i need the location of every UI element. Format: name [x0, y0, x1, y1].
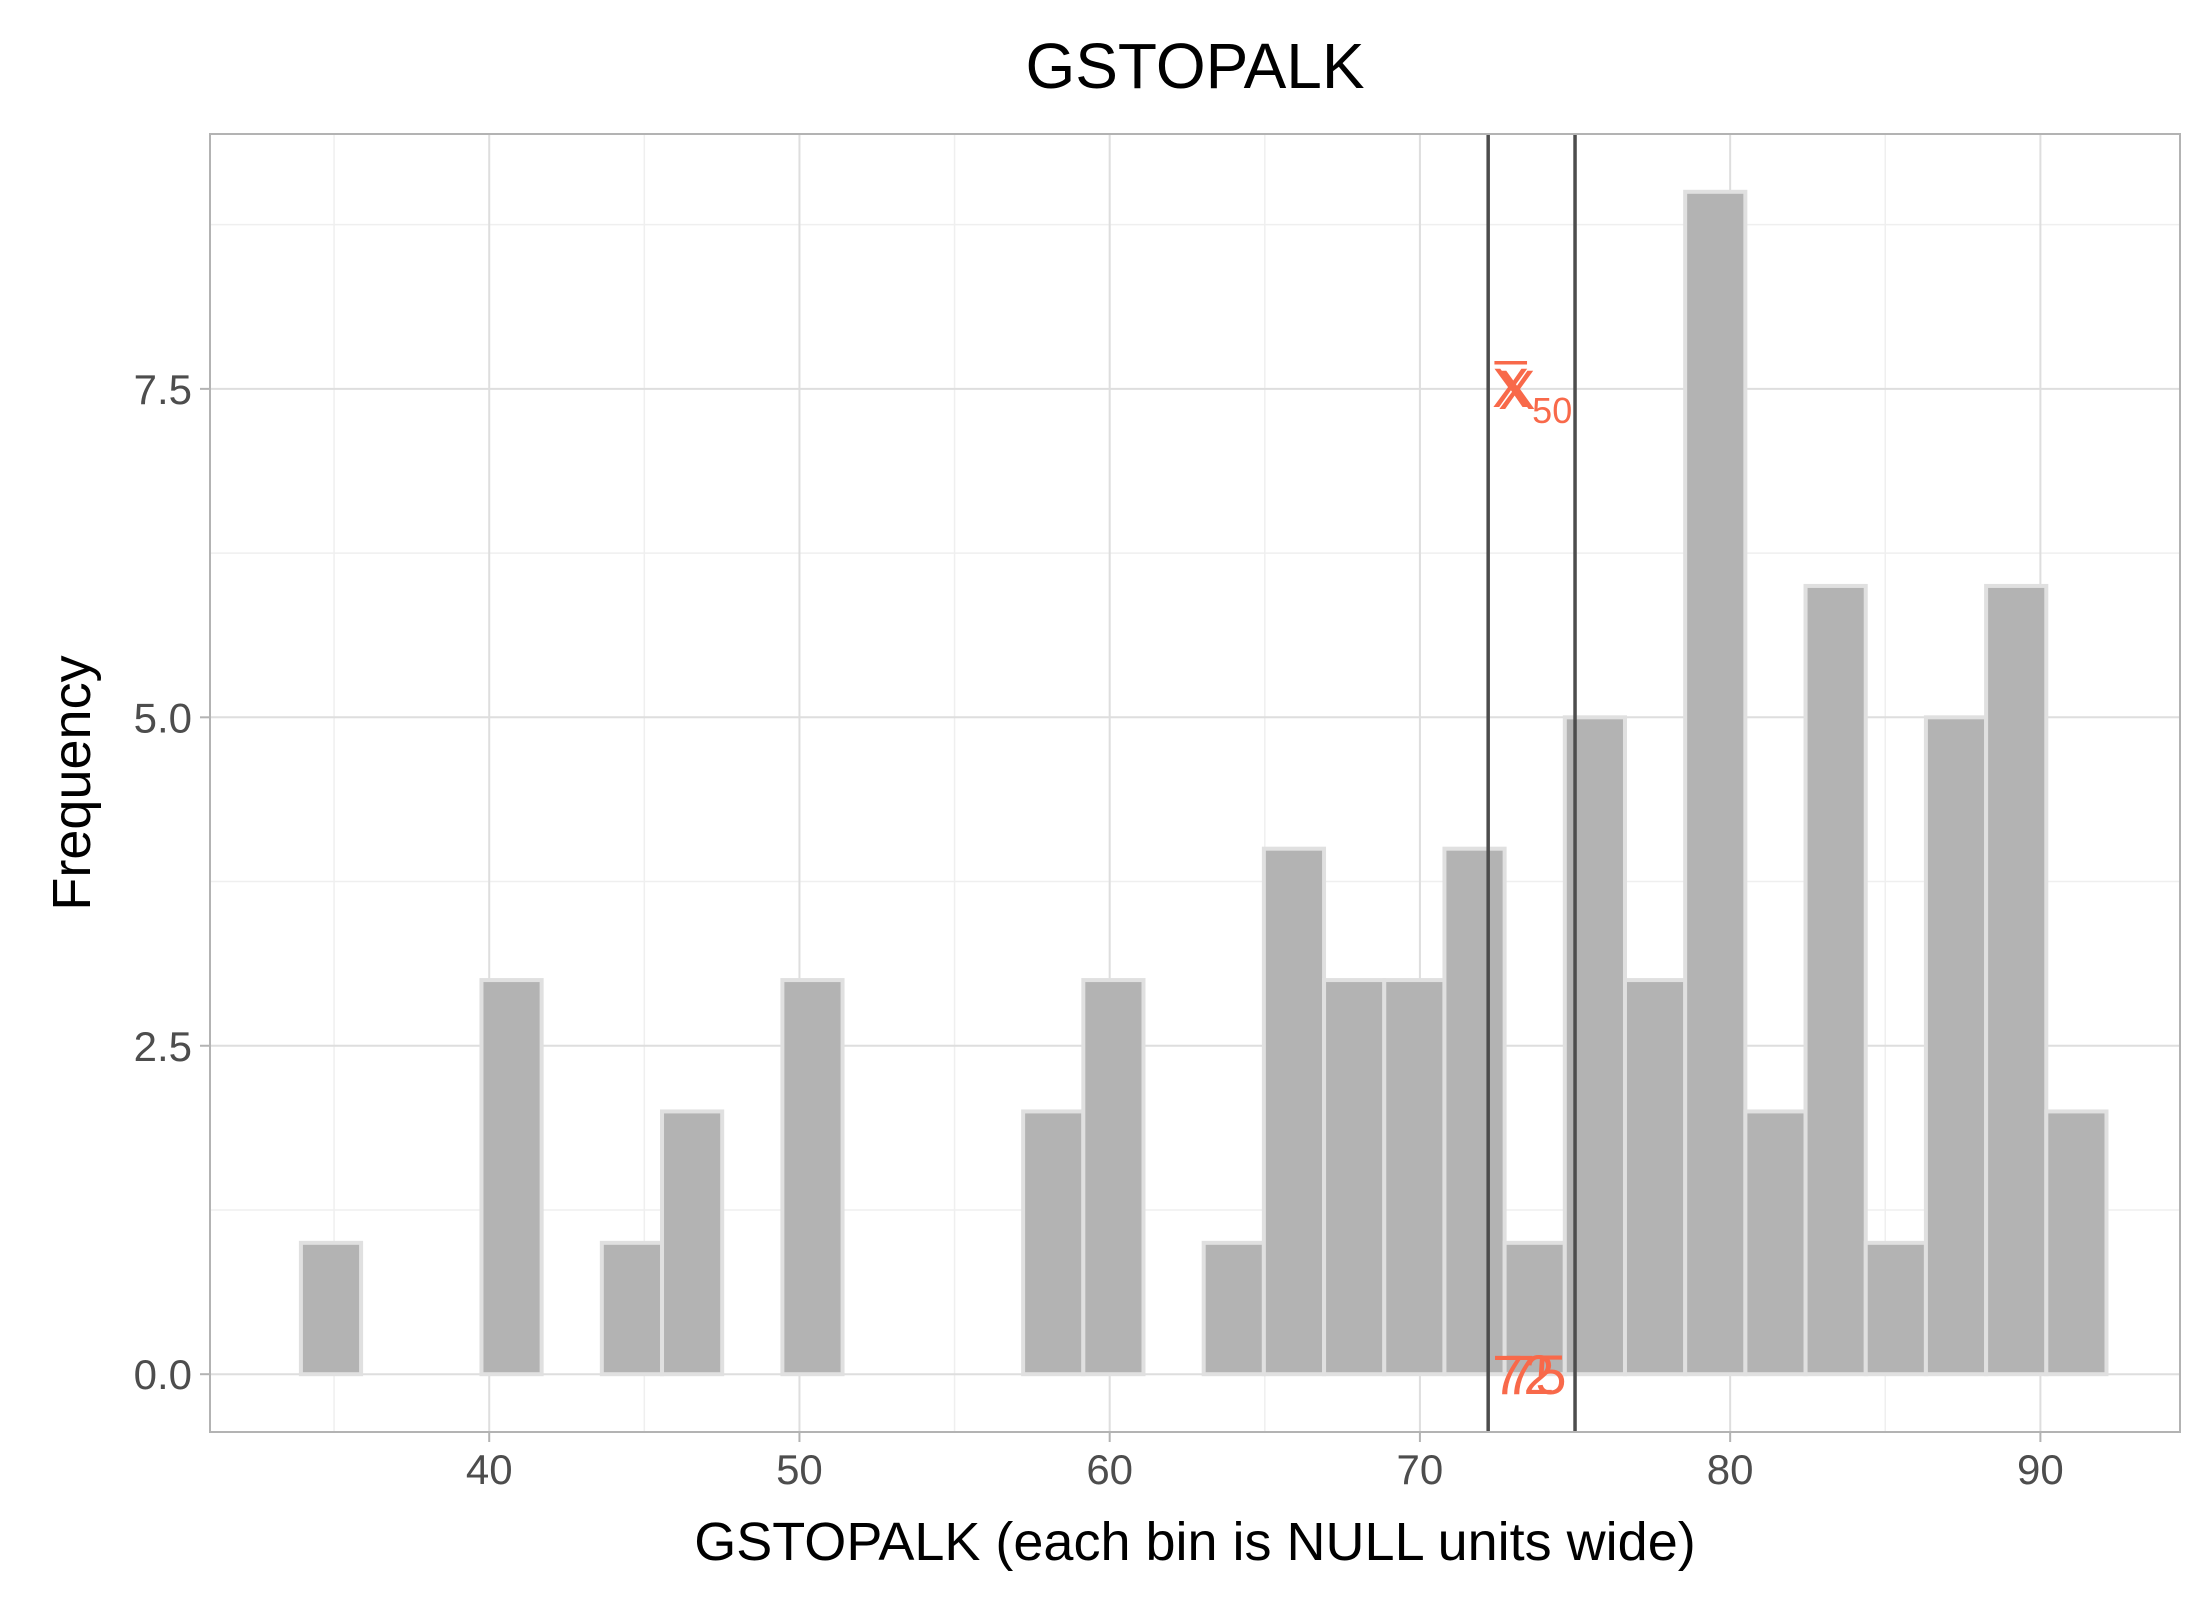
histogram-bar: [1622, 978, 1688, 1377]
x-tick-label: 70: [1397, 1446, 1444, 1493]
reference-line-label: 72: [1492, 1343, 1554, 1406]
histogram-bar: [1984, 583, 2049, 1377]
x-tick-label: 40: [466, 1446, 513, 1493]
y-tick-label: 5.0: [134, 694, 192, 741]
y-tick-label: 2.5: [134, 1023, 192, 1070]
histogram-bar: [1803, 583, 1868, 1377]
y-tick-label: 0.0: [134, 1351, 192, 1398]
y-tick-label: 7.5: [134, 366, 192, 413]
x-tick-label: 60: [1086, 1446, 1133, 1493]
panel-border: [209, 133, 2181, 1433]
histogram-bar: [1021, 1109, 1086, 1377]
histogram-bar: [479, 978, 544, 1377]
histogram-bar: [2044, 1109, 2109, 1377]
histogram-bar: [780, 978, 845, 1377]
histogram-bar: [1923, 715, 1989, 1377]
chart-title: GSTOPALK: [1025, 30, 1364, 102]
y-axis-ticks: 0.0 2.5 5.0 7.5: [134, 366, 210, 1398]
mean-annotation: X̅: [1492, 356, 1529, 419]
median-annotation: X: [1498, 358, 1535, 421]
histogram-bar: [1261, 846, 1327, 1377]
histogram-bar: [1743, 1109, 1808, 1377]
histogram-bar: [298, 1240, 364, 1377]
histogram-bar: [599, 1240, 665, 1377]
histogram-bar: [1322, 978, 1387, 1377]
x-tick-label: 80: [1707, 1446, 1754, 1493]
histogram-bar: [1502, 1240, 1567, 1377]
histogram-bar: [1683, 189, 1748, 1377]
histogram-bar: [1382, 978, 1447, 1377]
histogram-bar: [1201, 1240, 1266, 1377]
x-tick-label: 50: [776, 1446, 823, 1493]
bars: [298, 189, 2109, 1377]
histogram-bar: [1442, 846, 1507, 1377]
histogram-bar: [660, 1109, 725, 1377]
reference-line-label: 75: [1504, 1343, 1566, 1406]
x-axis-title: GSTOPALK (each bin is NULL units wide): [694, 1512, 1695, 1572]
x-axis-ticks: 40 50 60 70 80 90: [466, 1432, 2064, 1493]
histogram-bar: [1863, 1240, 1928, 1377]
reference-lines: [1486, 134, 1577, 1432]
y-axis-title: Frequency: [42, 655, 102, 910]
x-tick-label: 90: [2017, 1446, 2064, 1493]
histogram-bar: [1081, 978, 1146, 1377]
median-subscript: 50: [1532, 390, 1572, 431]
